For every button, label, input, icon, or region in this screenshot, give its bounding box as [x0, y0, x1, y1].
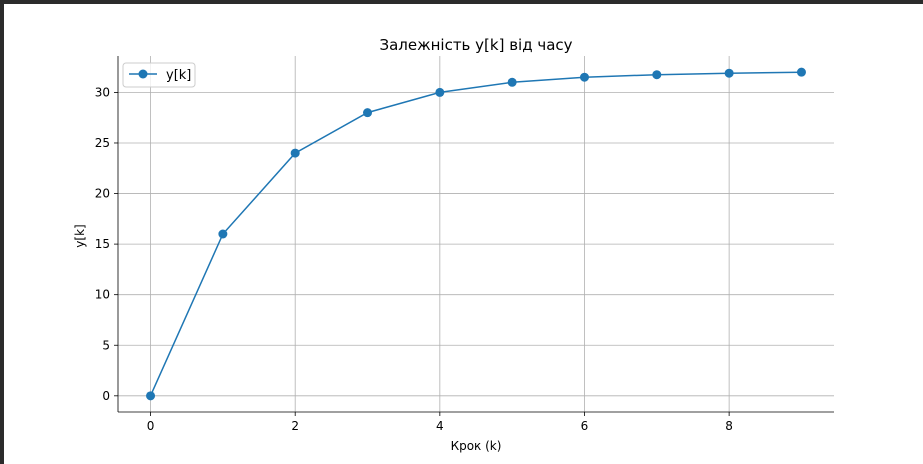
legend-label: y[k] [166, 68, 191, 83]
y-tick-label: 10 [95, 288, 110, 302]
data-point [290, 148, 300, 158]
legend-marker [138, 69, 148, 79]
y-tick-label: 0 [102, 389, 110, 403]
y-tick-label: 20 [95, 187, 110, 201]
chart-title: Залежність y[k] від часу [379, 36, 572, 54]
figure: 0 2 4 6 8 0 5 10 15 20 25 30 Залежність y[k] від ча… [4, 4, 923, 464]
y-tick-label: 15 [95, 237, 110, 251]
legend: y[k] [122, 62, 196, 88]
data-point [579, 72, 589, 82]
series [146, 67, 806, 401]
ticks: 0 2 4 6 8 0 5 10 15 20 25 30 [95, 85, 733, 433]
data-point [652, 70, 662, 80]
line-chart: 0 2 4 6 8 0 5 10 15 20 25 30 Залежність y[k] від ча… [73, 36, 834, 453]
data-point [363, 108, 373, 118]
x-tick-label: 2 [291, 419, 299, 433]
y-tick-label: 30 [95, 85, 110, 99]
data-point [146, 391, 156, 401]
axes [117, 56, 834, 413]
x-tick-label: 8 [725, 419, 733, 433]
y-axis-label: y[k] [73, 224, 87, 247]
data-point [796, 67, 806, 77]
y-tick-label: 25 [95, 136, 110, 150]
x-tick-label: 6 [581, 419, 589, 433]
legend-box [122, 62, 196, 88]
series-line [149, 71, 802, 397]
data-point [218, 229, 228, 239]
x-tick-label: 4 [436, 419, 444, 433]
data-point [435, 87, 445, 97]
y-tick-label: 5 [102, 338, 110, 352]
data-point [724, 68, 734, 78]
grid [118, 56, 834, 412]
data-point [507, 77, 517, 87]
x-axis-label: Крок (k) [451, 439, 502, 453]
x-tick-label: 0 [147, 419, 155, 433]
